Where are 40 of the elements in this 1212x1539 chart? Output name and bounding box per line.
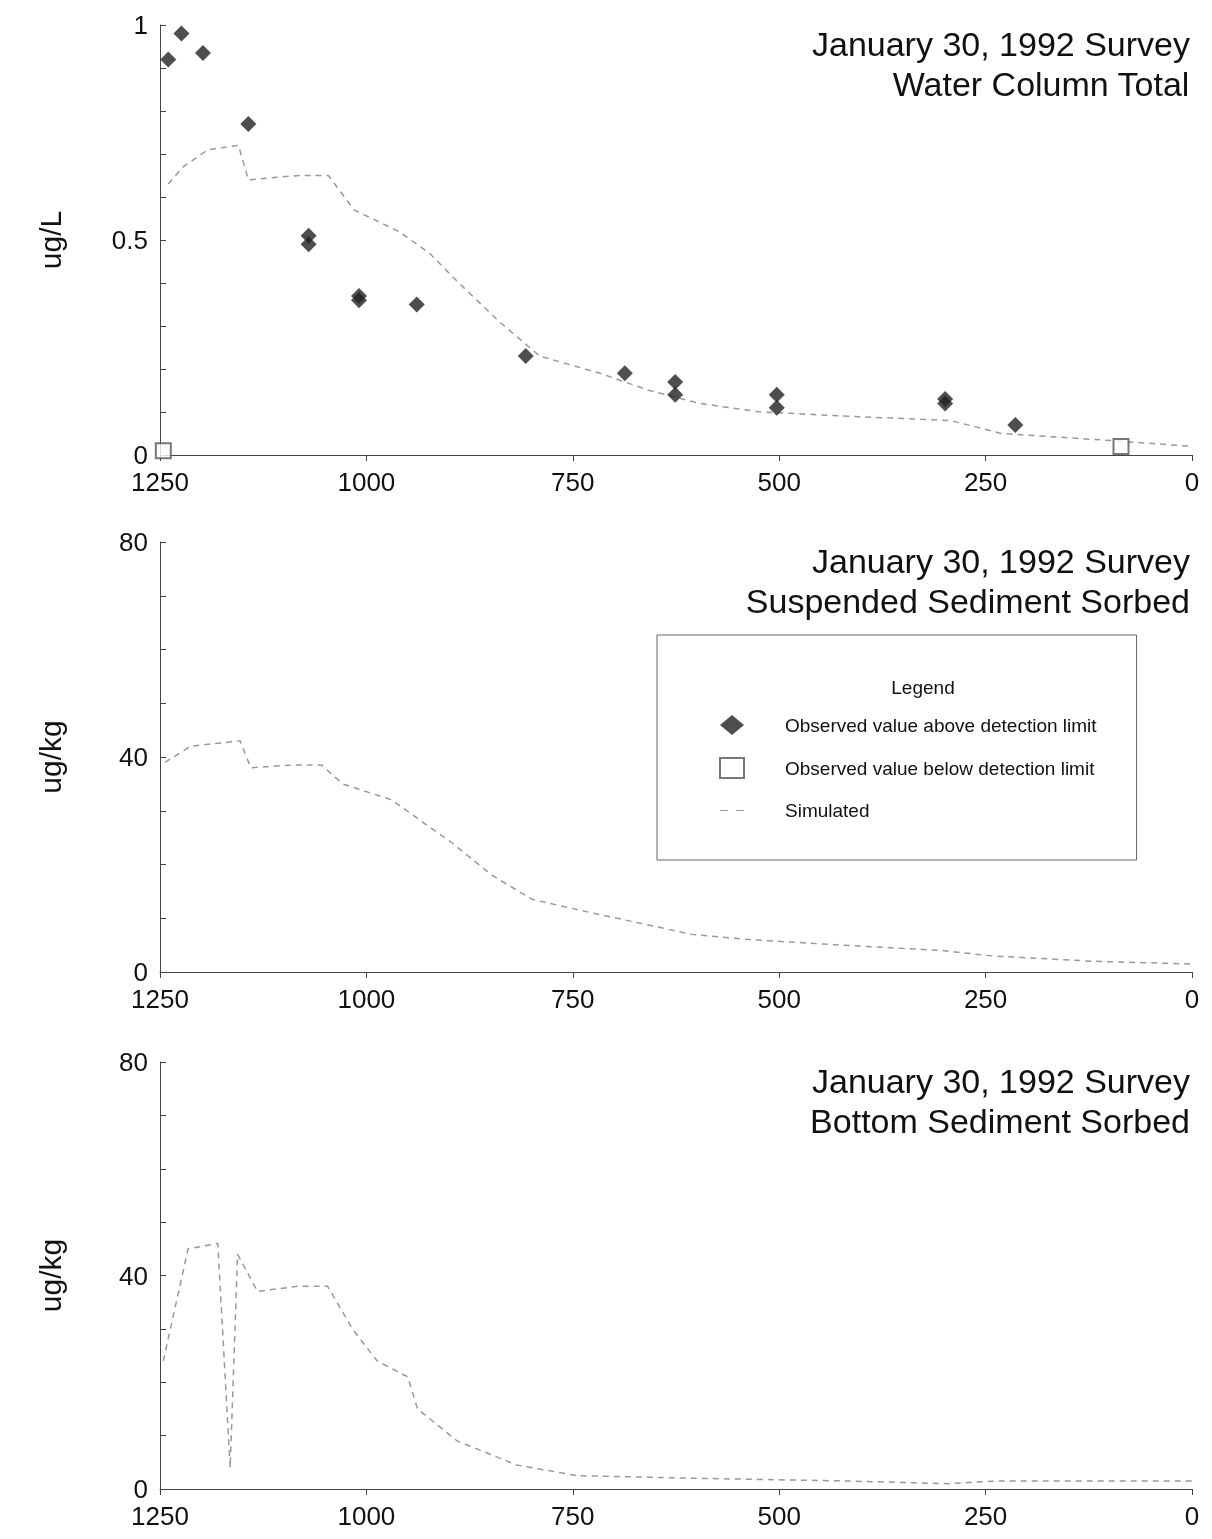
text: Bottom Sediment Sorbed <box>810 1102 1191 1140</box>
y-tick-label: 1 <box>133 10 148 40</box>
x-tick-label: 1250 <box>131 467 189 497</box>
x-tick-label: 250 <box>963 1501 1008 1531</box>
legend-label: Observed value above detection limit <box>785 714 1098 736</box>
x-tick-label: 750 <box>551 1501 595 1531</box>
chart-title: January 30, 1992 Survey <box>811 542 1191 580</box>
legend-label: Simulated <box>785 800 870 821</box>
x-tick-label: 0 <box>1184 467 1200 497</box>
x-tick-label: 500 <box>757 984 801 1014</box>
y-tick-label: 80 <box>119 1047 148 1077</box>
y-tick-label: 0 <box>133 440 148 470</box>
x-tick-label: 750 <box>551 984 595 1014</box>
y-tick-label: 0.5 <box>111 225 148 255</box>
y-tick-label: 80 <box>119 527 148 557</box>
x-tick-label: 500 <box>757 467 801 497</box>
legend-title: Legend <box>891 677 955 698</box>
x-tick-label: 250 <box>963 984 1008 1014</box>
x-tick-label: 0 <box>1184 984 1200 1014</box>
x-tick-label: 0 <box>1184 1501 1200 1531</box>
y-axis-title: ug/kg <box>33 720 67 794</box>
x-tick-label: 1000 <box>337 984 396 1014</box>
x-tick-label: 1250 <box>131 984 189 1014</box>
y-tick-label: 0 <box>133 957 148 987</box>
y-tick-label: 40 <box>119 742 148 772</box>
text: Suspended Sediment Sorbed <box>745 582 1191 620</box>
x-tick-label: 1250 <box>131 1501 189 1531</box>
text: Water Column Total <box>892 65 1190 103</box>
x-tick-label: 750 <box>551 467 595 497</box>
x-tick-label: 1000 <box>337 467 396 497</box>
legend-label: Observed value below detection limit <box>785 757 1096 779</box>
chart-title: January 30, 1992 Survey <box>811 1062 1191 1100</box>
chart-title: January 30, 1992 Survey <box>811 25 1191 63</box>
x-tick-label: 1000 <box>337 1501 396 1531</box>
y-tick-label: 40 <box>119 1260 148 1291</box>
y-axis-title: ug/kg <box>33 1238 67 1313</box>
x-tick-label: 250 <box>963 467 1008 497</box>
y-axis-title: ug/L <box>33 210 67 270</box>
x-tick-label: 500 <box>757 1501 801 1531</box>
y-tick-label: 0 <box>133 1474 148 1504</box>
